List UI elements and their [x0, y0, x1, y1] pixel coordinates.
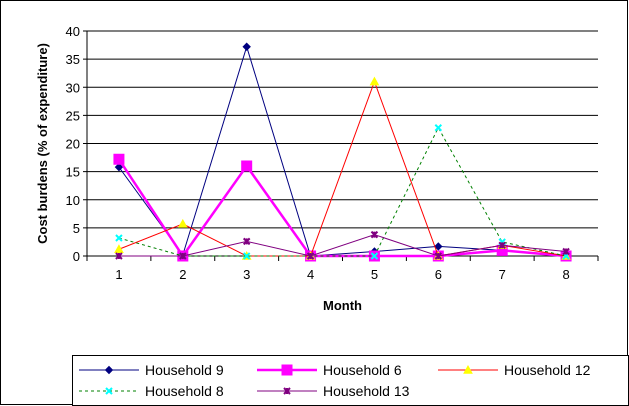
- data-point: [242, 237, 251, 246]
- y-tick-label: 40: [66, 24, 80, 39]
- data-point: [463, 364, 473, 374]
- series-line: [118, 45, 567, 257]
- data-point: [370, 230, 379, 239]
- y-axis-title: Cost burdens (% of expenditure): [35, 43, 50, 244]
- data-point: [114, 162, 124, 172]
- y-tick-label: 5: [73, 221, 80, 236]
- legend-item: Household 13: [257, 383, 410, 399]
- data-point: [281, 364, 293, 376]
- series-household-13: [115, 230, 570, 260]
- data-point: [105, 387, 113, 395]
- x-tick-label: 1: [115, 267, 122, 282]
- marker-stroke: [105, 387, 113, 395]
- y-tick-label: 15: [66, 165, 80, 180]
- marker-stroke: [370, 252, 379, 260]
- x-tick-label: 4: [307, 267, 314, 282]
- data-point: [179, 252, 187, 260]
- x-tick-label: 6: [435, 267, 442, 282]
- data-point: [115, 252, 123, 260]
- data-point: [434, 124, 443, 132]
- data-point: [241, 160, 253, 172]
- y-tick-label: 30: [66, 80, 80, 95]
- data-point: [113, 153, 125, 165]
- data-point: [104, 365, 114, 375]
- y-tick-label: 35: [66, 52, 80, 67]
- data-point: [434, 242, 443, 251]
- data-point: [369, 76, 380, 86]
- series-line: [118, 234, 567, 257]
- data-point: [242, 252, 251, 260]
- data-point: [370, 252, 379, 260]
- marker-stroke: [115, 234, 123, 242]
- x-tick-label: 7: [499, 267, 506, 282]
- series-household-12: [114, 76, 571, 260]
- y-tick-label: 0: [73, 249, 80, 264]
- legend-label: Household 6: [323, 362, 402, 378]
- data-point: [177, 218, 188, 228]
- marker-stroke: [242, 252, 251, 260]
- legend-label: Household 9: [145, 362, 224, 378]
- data-point: [115, 234, 123, 242]
- legend-item: Household 8: [79, 383, 224, 399]
- x-tick-label: 2: [179, 267, 186, 282]
- legend-label: Household 12: [504, 362, 591, 378]
- data-point: [306, 252, 315, 260]
- x-axis-title: Month: [323, 298, 362, 313]
- legend: Household 9 Household 6 Household 12 Househ…: [72, 355, 629, 406]
- series-lines: [113, 42, 572, 262]
- legend-box: [72, 355, 629, 406]
- gridlines: [87, 30, 598, 229]
- data-point: [283, 387, 291, 395]
- x-tick-label: 8: [562, 267, 569, 282]
- data-point: [434, 252, 443, 260]
- data-point: [498, 241, 506, 250]
- x-tick-label: 3: [243, 267, 250, 282]
- series-line: [118, 80, 567, 257]
- y-tick-label: 10: [66, 193, 80, 208]
- axes: 0 5 10 15 20 25 30 35 40 1 2 3 4 5 6 7 8: [66, 24, 599, 282]
- series-line: [117, 158, 567, 259]
- y-tick-label: 25: [66, 108, 80, 123]
- legend-item: Household 12: [438, 362, 591, 378]
- series-household-8: [115, 124, 570, 260]
- legend-label: Household 13: [323, 383, 410, 399]
- marker-stroke: [434, 124, 443, 132]
- legend-label: Household 8: [145, 383, 224, 399]
- y-tick-label: 20: [66, 137, 80, 152]
- series-line: [118, 126, 567, 257]
- data-point: [562, 247, 570, 256]
- legend-item: Household 9: [79, 362, 224, 378]
- legend-item: Household 6: [257, 362, 402, 378]
- x-tick-label: 5: [371, 267, 378, 282]
- data-point: [114, 244, 124, 253]
- data-point: [242, 42, 251, 51]
